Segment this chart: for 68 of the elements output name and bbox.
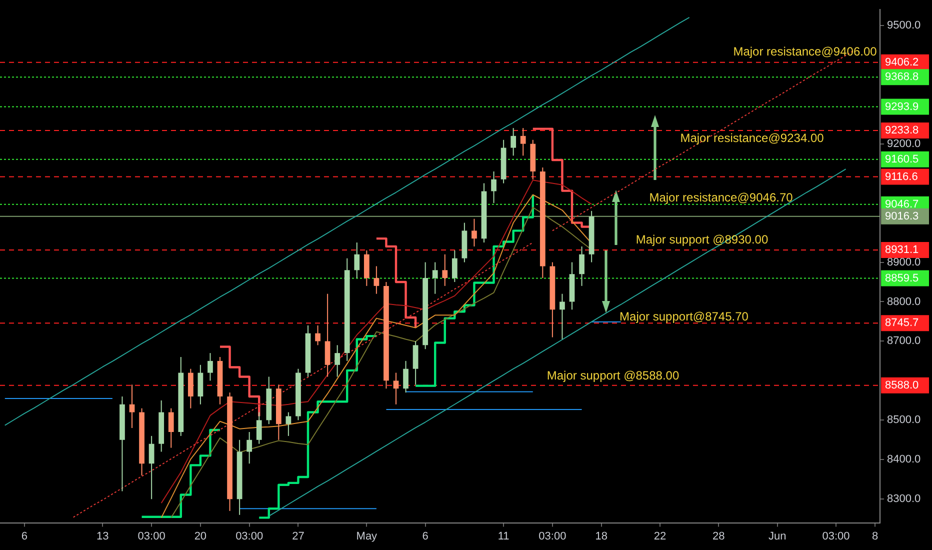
x-tick-label: 18 (595, 530, 608, 542)
ref-line-label: 9016.3 (885, 210, 919, 222)
x-tick-label: 03:00 (138, 530, 166, 542)
candlestick (403, 360, 408, 394)
ref-line-label: 9293.9 (885, 100, 919, 113)
x-tick-label: 6 (21, 530, 28, 542)
ref-line-label: 9116.6 (885, 170, 918, 183)
candlestick (374, 266, 380, 294)
x-tick-label: 03:00 (822, 530, 850, 542)
y-tick-label: 8800.0 (887, 296, 921, 308)
annotation: Major resistance@9046.70 (649, 190, 794, 205)
x-tick-label: 03:00 (538, 530, 566, 542)
candlestick (354, 242, 360, 279)
candlestick (472, 218, 477, 247)
candlestick (129, 384, 135, 429)
candlestick (579, 246, 584, 286)
annotation: Major support@8745.70 (620, 309, 749, 324)
candlestick (256, 412, 262, 444)
candlestick (412, 340, 418, 386)
candlestick (188, 368, 194, 409)
ref-line-label: 9406.2 (885, 56, 919, 68)
ref-line-label: 9368.8 (885, 71, 919, 84)
candlestick (334, 344, 340, 378)
x-tick-label: 13 (96, 530, 109, 542)
candlestick (246, 432, 252, 464)
candlestick (491, 170, 496, 204)
x-tick-label: 8 (872, 530, 878, 542)
x-tick-label: 6 (422, 530, 428, 542)
annotation: Major support @8588.00 (546, 368, 680, 383)
candlestick (520, 128, 526, 156)
candlestick (168, 408, 174, 448)
candlestick (315, 324, 320, 346)
candlestick (198, 364, 204, 405)
annotation: Major resistance@9234.00 (680, 130, 824, 145)
candlestick (432, 262, 438, 294)
candlestick (560, 293, 565, 340)
y-tick-label: 8300.0 (887, 493, 921, 506)
candlestick (510, 128, 516, 156)
candlestick (393, 372, 399, 405)
y-tick-label: 9500.0 (887, 19, 921, 32)
x-tick-label: 03:00 (236, 530, 264, 542)
x-tick-label: Jun (768, 530, 786, 542)
candlestick (148, 435, 154, 500)
candlestick (286, 412, 292, 436)
ref-line-label: 8588.0 (885, 379, 919, 392)
x-tick-label: May (356, 530, 378, 542)
candlestick (208, 352, 213, 382)
ref-line-label: 8859.5 (885, 272, 919, 284)
ref-line-label: 8931.1 (885, 244, 919, 256)
y-tick-label: 9200.0 (887, 138, 921, 150)
y-tick-label: 8700.0 (887, 335, 921, 348)
x-tick-label: 20 (194, 530, 207, 542)
candlestick (324, 293, 330, 378)
candlestick (364, 250, 370, 286)
y-tick-label: 8500.0 (887, 414, 921, 426)
candlestick (442, 254, 448, 286)
ref-line-label: 9160.5 (885, 153, 919, 166)
x-tick-label: 11 (498, 530, 510, 542)
annotation: Major resistance@9406.00 (733, 44, 878, 59)
y-tick-label: 8900.0 (887, 256, 921, 268)
ref-line-label: 8745.7 (885, 317, 919, 330)
x-tick-label: 22 (654, 530, 666, 542)
ref-line-label: 9046.7 (885, 198, 919, 210)
candlestick (452, 250, 458, 282)
x-tick-label: 27 (292, 530, 304, 542)
x-tick-label: 28 (712, 530, 725, 542)
y-tick-label: 8400.0 (887, 454, 921, 466)
ref-line-label: 9233.8 (885, 124, 919, 137)
